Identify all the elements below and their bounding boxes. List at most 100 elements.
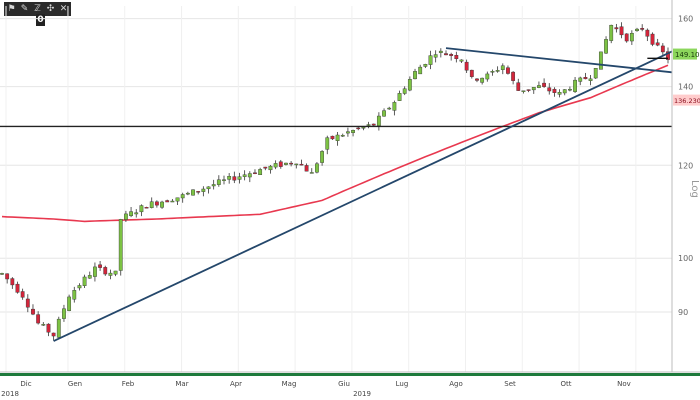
candle-body [36,314,41,324]
grid [0,6,672,372]
x-month-label: Ott [561,380,572,388]
candle-body [335,134,340,141]
candle-body [185,192,190,195]
candle-body [382,110,386,117]
x-month-label: Gen [68,380,82,388]
candle-body [309,172,314,174]
candle-body [454,55,459,60]
y-axis-title: Log [689,180,700,198]
candle-body [423,64,428,67]
candle-body [165,200,170,203]
candle-body [516,82,521,91]
candle-body [609,24,614,41]
candle-body [325,137,330,150]
candle-body [666,51,670,60]
candle-body [175,197,180,202]
x-year-label: 2019 [353,390,371,398]
pencil-icon[interactable]: ✎ [20,4,29,14]
zero-button[interactable]: 0 [36,14,45,26]
x-month-label: Giu [338,380,350,388]
candle-body [129,211,133,217]
candle-body [93,266,97,277]
crosshair-icon[interactable]: ✣ [46,4,55,14]
candle-body [645,29,650,37]
candle-body [149,201,154,208]
close-icon[interactable]: ✕ [59,4,68,14]
candle-body [98,264,102,268]
candle-body [629,32,634,42]
chart-toolbar: ⚑ ✎ ℤ ✣ ✕ 0 [0,0,71,30]
candle-body [222,179,226,181]
candle-body [5,273,10,280]
candle-body [475,78,479,81]
candle-body [211,184,216,187]
candle-body [154,201,159,206]
moving-average-layer [1,64,669,223]
candle-body [289,162,294,165]
candle-body [614,27,619,30]
y-tick-label: 100 [678,254,693,263]
candle-body [15,283,20,293]
candle-body [521,90,526,92]
candle-body [67,296,72,311]
x-month-label: Feb [122,380,135,388]
flag-icon[interactable]: ⚑ [7,4,16,14]
candle-body [20,291,25,298]
candle-body [413,71,417,80]
candle-body [294,163,299,166]
candle-body [56,318,61,338]
candle-body [160,201,164,208]
x-month-label: Mag [282,380,297,388]
candle-body [619,26,624,36]
candle-body [526,89,531,91]
candle-body [284,162,288,165]
candles-layer [0,22,670,341]
y-tick-label: 120 [678,161,693,170]
candle-body [118,219,123,271]
candle-body [598,51,603,70]
candle-body [433,54,438,58]
candle-body [346,131,350,134]
candle-body [583,77,588,80]
candle-body [62,308,66,319]
candle-body [624,33,629,42]
candle-body [469,69,474,77]
candle-body [46,323,51,333]
candle-body [41,324,46,326]
candle-body [407,79,412,91]
y-axis-background [672,0,700,372]
candle-body [72,290,77,300]
candle-body [366,124,371,126]
candle-body [506,67,510,74]
x-month-label: Ago [449,380,463,388]
candle-body [552,88,557,93]
candle-body [459,59,464,62]
candle-body [340,135,345,137]
candle-body [562,89,567,94]
candle-body [87,275,92,279]
brush-icon[interactable]: ℤ [34,4,41,14]
candle-body [464,61,469,71]
candle-body [392,102,397,111]
candle-body [371,123,376,126]
trendline [53,50,673,342]
candle-body [273,163,278,168]
candle-body [485,73,490,80]
candle-body [25,298,30,308]
candle-body [206,186,211,190]
candle-body [660,45,665,53]
candle-body [397,93,402,101]
candle-body [650,33,655,45]
candle-body [315,163,319,173]
candle-body [237,176,242,180]
y-axis: 90 100 120 140 160 Log 149.10 136.2303 [671,0,700,372]
candle-body [655,42,660,46]
candle-body [103,267,108,275]
last-price-label: 149.10 [675,51,700,59]
toolbar-row: ⚑ ✎ ℤ ✣ ✕ [4,2,71,16]
candle-body [180,194,185,199]
candle-body [376,115,381,126]
ma-value-label: 136.2303 [674,97,700,105]
y-tick-label: 160 [678,15,693,24]
